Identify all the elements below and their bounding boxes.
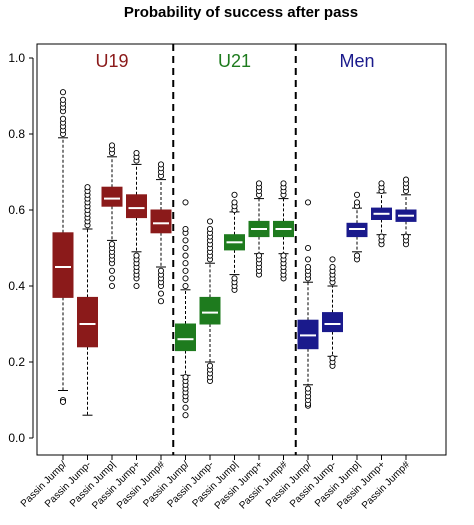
outlier-point	[108, 142, 116, 149]
box-body	[52, 232, 74, 298]
box-body	[101, 186, 123, 207]
box-u21-3	[224, 191, 245, 293]
outlier-point	[182, 244, 189, 252]
outlier-point	[378, 233, 385, 240]
box-men-3	[346, 191, 368, 263]
outlier-point	[280, 180, 287, 187]
outlier-point	[182, 282, 189, 290]
outlier-point	[255, 252, 263, 259]
outlier-point	[182, 412, 189, 419]
outlier-point	[402, 176, 410, 183]
outlier-point	[182, 260, 189, 267]
outlier-point	[329, 256, 336, 263]
outlier-point	[231, 191, 238, 198]
outlier-point	[304, 263, 312, 271]
outlier-point	[108, 282, 116, 290]
outlier-point	[59, 96, 67, 103]
outlier-point	[108, 275, 116, 282]
outlier-point	[231, 275, 238, 282]
outlier-point	[353, 252, 361, 259]
box-body	[126, 194, 147, 219]
y-tick-label: 0.0	[8, 431, 25, 445]
box-u21-5	[273, 180, 294, 282]
box-men-2	[322, 256, 343, 369]
outlier-point	[304, 385, 312, 392]
outlier-point	[108, 267, 116, 274]
outlier-point	[329, 263, 336, 271]
outlier-point	[157, 161, 165, 168]
outlier-point	[206, 225, 214, 233]
box-body	[175, 323, 196, 352]
box-u21-4	[248, 180, 270, 278]
outlier-point	[329, 355, 336, 362]
box-body	[150, 209, 172, 234]
outlier-point	[182, 237, 189, 244]
outlier-point	[182, 225, 189, 233]
outlier-point	[182, 404, 189, 411]
outlier-point	[84, 184, 91, 191]
outlier-point	[59, 398, 67, 405]
box-u19-1	[52, 89, 74, 405]
outlier-point	[133, 282, 140, 290]
outlier-point	[304, 244, 312, 252]
box-men-4	[371, 180, 392, 248]
box-body	[322, 312, 343, 333]
y-tick-label: 0.6	[8, 203, 25, 217]
outlier-point	[182, 275, 189, 282]
group-label: Men	[339, 51, 374, 71]
outlier-point	[157, 267, 165, 274]
box-men-5	[395, 176, 417, 248]
outlier-point	[59, 89, 67, 96]
outlier-point	[157, 290, 165, 297]
outlier-point	[304, 199, 312, 206]
outlier-point	[206, 218, 214, 225]
box-men-1	[297, 199, 319, 409]
outlier-point	[353, 191, 361, 198]
y-tick-label: 0.8	[8, 127, 25, 141]
box-u19-3	[101, 142, 123, 290]
outlier-point	[378, 180, 385, 187]
box-layer	[52, 89, 417, 419]
box-body	[199, 296, 221, 325]
box-u21-1	[175, 199, 196, 419]
plot-frame	[36, 43, 447, 456]
outlier-point	[182, 252, 189, 259]
outlier-point	[402, 233, 410, 240]
group-label: U19	[95, 51, 128, 71]
outlier-point	[206, 362, 214, 369]
box-u19-2	[77, 184, 98, 416]
outlier-point	[182, 374, 189, 381]
outlier-point	[108, 241, 116, 248]
box-body	[77, 296, 98, 348]
outlier-point	[157, 298, 165, 305]
outlier-point	[133, 252, 140, 259]
box-u21-2	[199, 218, 221, 385]
box-u19-5	[150, 161, 172, 305]
box-u19-4	[126, 149, 147, 290]
outlier-point	[304, 256, 312, 263]
outlier-point	[231, 199, 238, 206]
group-label: U21	[218, 51, 251, 71]
outlier-point	[255, 180, 263, 187]
y-tick-label: 0.4	[8, 279, 25, 293]
outlier-point	[353, 199, 361, 206]
y-tick-label: 1.0	[8, 51, 25, 65]
group-layer: U19 U21 Men	[95, 44, 375, 455]
outlier-point	[182, 267, 189, 274]
outlier-point	[59, 115, 67, 122]
outlier-point	[280, 252, 287, 259]
outlier-point	[133, 149, 140, 157]
outlier-point	[182, 199, 189, 206]
y-tick-label: 0.2	[8, 355, 25, 369]
chart-title: Probability of success after pass	[124, 4, 358, 21]
